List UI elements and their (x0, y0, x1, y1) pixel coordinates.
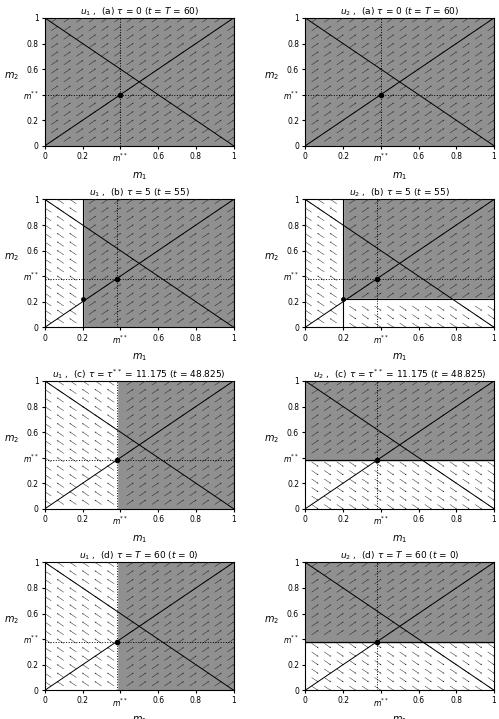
Y-axis label: $m_2$: $m_2$ (264, 70, 279, 82)
Y-axis label: $m_2$: $m_2$ (264, 433, 279, 445)
X-axis label: $m_1$: $m_1$ (132, 352, 147, 363)
Title: $u_2$ ,  (b) $\tau$ = 5 ($t$ = 55): $u_2$ , (b) $\tau$ = 5 ($t$ = 55) (349, 187, 450, 199)
Bar (343, 299, 494, 327)
X-axis label: $m_1$: $m_1$ (132, 533, 147, 545)
Bar (45, 562, 117, 690)
Y-axis label: $m_2$: $m_2$ (4, 615, 19, 626)
X-axis label: $m_1$: $m_1$ (392, 352, 407, 363)
Title: $u_2$ ,  (d) $\tau$ = $T$ = 60 ($t$ = 0): $u_2$ , (d) $\tau$ = $T$ = 60 ($t$ = 0) (340, 550, 460, 562)
Title: $u_2$ ,  (a) $\tau$ = 0 ($t$ = $T$ = 60): $u_2$ , (a) $\tau$ = 0 ($t$ = $T$ = 60) (340, 6, 459, 18)
Y-axis label: $m_2$: $m_2$ (264, 615, 279, 626)
Title: $u_1$ ,  (c) $\tau$ = $\tau^{**}$ = 11.175 ($t$ = 48.825): $u_1$ , (c) $\tau$ = $\tau^{**}$ = 11.17… (52, 367, 226, 381)
Bar (45, 381, 117, 509)
X-axis label: $m_1$: $m_1$ (132, 715, 147, 719)
X-axis label: $m_1$: $m_1$ (132, 170, 147, 182)
Y-axis label: $m_2$: $m_2$ (4, 433, 19, 445)
Bar (305, 562, 494, 641)
Y-axis label: $m_2$: $m_2$ (264, 252, 279, 263)
X-axis label: $m_1$: $m_1$ (392, 170, 407, 182)
Title: $u_1$ ,  (a) $\tau$ = 0 ($t$ = $T$ = 60): $u_1$ , (a) $\tau$ = 0 ($t$ = $T$ = 60) (80, 6, 199, 18)
Y-axis label: $m_2$: $m_2$ (4, 252, 19, 263)
Bar (305, 381, 494, 460)
Y-axis label: $m_2$: $m_2$ (4, 70, 19, 82)
X-axis label: $m_1$: $m_1$ (392, 533, 407, 545)
Title: $u_1$ ,  (b) $\tau$ = 5 ($t$ = 55): $u_1$ , (b) $\tau$ = 5 ($t$ = 55) (89, 187, 190, 199)
X-axis label: $m_1$: $m_1$ (392, 715, 407, 719)
Title: $u_1$ ,  (d) $\tau$ = $T$ = 60 ($t$ = 0): $u_1$ , (d) $\tau$ = $T$ = 60 ($t$ = 0) (79, 550, 199, 562)
Title: $u_2$ ,  (c) $\tau$ = $\tau^{**}$ = 11.175 ($t$ = 48.825): $u_2$ , (c) $\tau$ = $\tau^{**}$ = 11.17… (313, 367, 487, 381)
Bar (45, 199, 83, 327)
Bar (305, 199, 343, 327)
